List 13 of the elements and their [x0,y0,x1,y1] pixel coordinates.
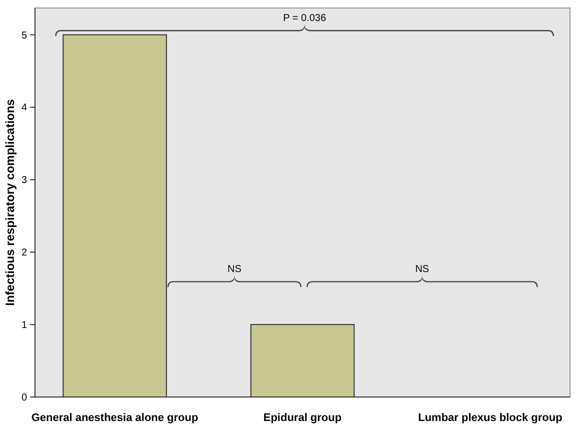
y-tick-label: 2 [21,248,28,259]
y-tick-label: 4 [21,102,28,114]
y-tick-label: 0 [21,392,28,404]
y-tick-label: 5 [21,30,28,42]
annotation: NS [415,264,430,276]
x-tick-label: General anesthesia alone group [31,412,198,424]
annotation: P = 0.036 [283,13,326,24]
y-tick-label: 1 [21,320,28,332]
y-axis-title: Infectious respiratory complications [3,98,17,306]
annotation: NS [228,264,242,276]
y-tick-label: 3 [21,175,28,186]
x-tick-label: Lumbar plexus block group [418,412,563,424]
x-tick-label: Epidural group [263,412,342,424]
